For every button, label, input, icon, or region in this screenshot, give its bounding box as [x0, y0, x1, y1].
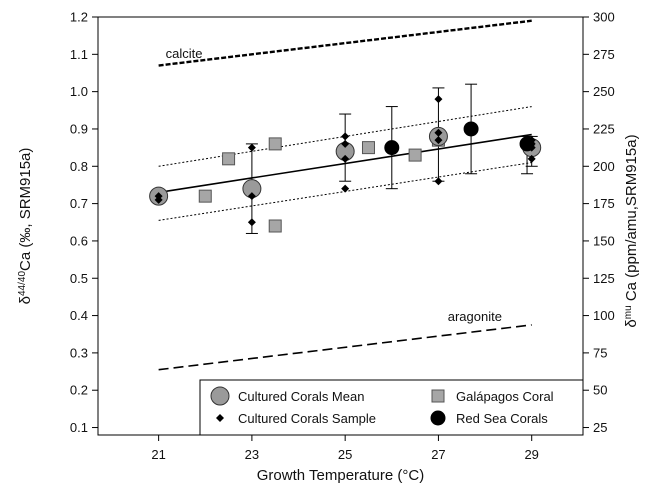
y-right-tick-label: 150 [593, 233, 615, 248]
y-right-tick-label: 250 [593, 84, 615, 99]
cultured-sample-point [434, 128, 443, 137]
cultured-sample-point [247, 218, 256, 227]
cultured-sample-point [247, 192, 256, 201]
cultured-sample-point [527, 139, 536, 148]
galapagos-point [222, 152, 236, 166]
legend-item: Galápagos Coral [431, 389, 554, 404]
y-left-tick-label: 0.3 [70, 345, 88, 360]
legend-label: Red Sea Corals [456, 411, 548, 426]
x-axis-title: Growth Temperature (°C) [257, 467, 424, 484]
cultured-sample-point [341, 139, 350, 148]
y-left-tick-label: 0.7 [70, 196, 88, 211]
y-right-tick-label: 175 [593, 196, 615, 211]
legend-marker [210, 386, 230, 406]
y-right-tick-label: 100 [593, 308, 615, 323]
y-right-tick-label: 125 [593, 271, 615, 286]
y-left-tick-label: 1.2 [70, 10, 88, 25]
x-tick-label: 23 [245, 447, 259, 462]
x-tick-label: 29 [524, 447, 538, 462]
y-right-axis-title: δmu Ca (ppm/amu,SRM915a) [623, 134, 641, 327]
legend-item: Cultured Corals Sample [216, 411, 376, 426]
calcite-label: calcite [166, 46, 203, 61]
y-left-tick-label: 1.1 [70, 47, 88, 62]
legend-label: Galápagos Coral [456, 389, 554, 404]
cultured-sample-point [341, 132, 350, 141]
y-left-tick-label: 0.8 [70, 159, 88, 174]
y-left-tick-label: 0.9 [70, 121, 88, 136]
cultured-sample-point [434, 177, 443, 186]
galapagos-point [198, 189, 212, 203]
x-tick-label: 21 [151, 447, 165, 462]
y-right-tick-label: 300 [593, 10, 615, 25]
red-sea-point [384, 140, 400, 156]
y-left-tick-label: 1.0 [70, 84, 88, 99]
legend-item: Cultured Corals Mean [210, 386, 364, 406]
y-right-tick-label: 25 [593, 420, 607, 435]
y-right-tick-label: 75 [593, 345, 607, 360]
legend-marker [430, 410, 446, 426]
y-right-tick-label: 200 [593, 159, 615, 174]
y-left-tick-label: 0.2 [70, 383, 88, 398]
legend-marker [431, 389, 445, 403]
cultured-sample-point [341, 184, 350, 193]
cultured-sample-point [154, 195, 163, 204]
galapagos-point [268, 219, 282, 233]
calcite-line [158, 19, 532, 67]
galapagos-point [408, 148, 422, 162]
aragonite-line [158, 324, 532, 371]
cultured-sample-point [341, 154, 350, 163]
y-left-tick-label: 0.6 [70, 233, 88, 248]
galapagos-point [361, 141, 375, 155]
x-tick-label: 25 [338, 447, 352, 462]
x-tick-label: 27 [431, 447, 445, 462]
legend-marker [216, 414, 224, 422]
cultured-sample-point [434, 136, 443, 145]
legend-item: Red Sea Corals [430, 410, 548, 426]
y-right-tick-label: 275 [593, 47, 615, 62]
y-left-tick-label: 0.1 [70, 420, 88, 435]
y-left-axis-title: δ44/40Ca (‰, SRM915a) [17, 148, 35, 305]
cultured-sample-point [247, 143, 256, 152]
cultured-sample-point [434, 95, 443, 104]
y-right-tick-label: 50 [593, 383, 607, 398]
cultured-sample-point [527, 154, 536, 163]
legend-label: Cultured Corals Mean [238, 389, 364, 404]
y-left-tick-label: 0.4 [70, 308, 88, 323]
red-sea-point [463, 121, 479, 137]
y-left-tick-label: 0.5 [70, 271, 88, 286]
galapagos-point [268, 137, 282, 151]
legend-box [199, 379, 584, 436]
plot-frame [97, 16, 584, 436]
aragonite-label: aragonite [448, 309, 502, 324]
y-right-tick-label: 225 [593, 121, 615, 136]
legend-label: Cultured Corals Sample [238, 411, 376, 426]
